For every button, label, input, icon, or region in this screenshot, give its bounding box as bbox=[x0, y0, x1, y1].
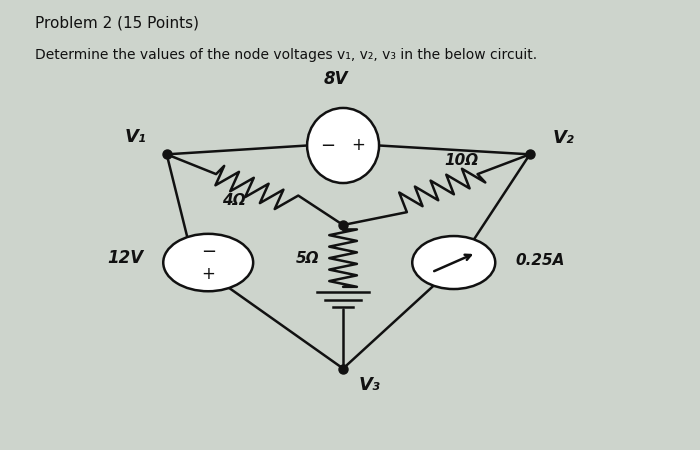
Text: V₂: V₂ bbox=[552, 129, 574, 147]
Text: 8V: 8V bbox=[324, 70, 349, 88]
Circle shape bbox=[163, 234, 253, 291]
Text: 10Ω: 10Ω bbox=[444, 153, 479, 168]
Circle shape bbox=[412, 236, 496, 289]
Text: V₃: V₃ bbox=[358, 376, 380, 394]
Text: +: + bbox=[202, 265, 215, 283]
Text: −: − bbox=[321, 136, 335, 154]
Ellipse shape bbox=[307, 108, 379, 183]
Text: V₁: V₁ bbox=[125, 128, 146, 146]
Text: +: + bbox=[351, 136, 365, 154]
Text: Problem 2 (15 Points): Problem 2 (15 Points) bbox=[35, 15, 200, 30]
Text: 5Ω: 5Ω bbox=[295, 251, 319, 266]
Text: 0.25A: 0.25A bbox=[515, 253, 565, 268]
Text: 4Ω: 4Ω bbox=[221, 193, 245, 207]
Text: −: − bbox=[201, 243, 216, 261]
Text: Determine the values of the node voltages v₁, v₂, v₃ in the below circuit.: Determine the values of the node voltage… bbox=[35, 48, 538, 63]
Text: 12V: 12V bbox=[107, 249, 144, 267]
